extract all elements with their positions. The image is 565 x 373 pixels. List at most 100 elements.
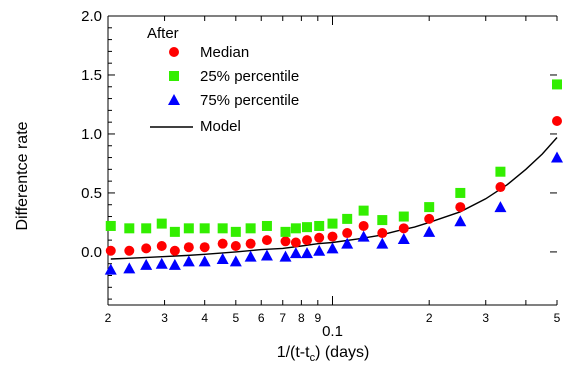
p25-point [495, 166, 506, 177]
data-markers [104, 79, 563, 275]
p75-point [104, 263, 117, 275]
p75-point [313, 244, 326, 256]
p75-point [289, 247, 302, 259]
p25-point [302, 222, 313, 233]
median-point [105, 245, 116, 256]
p25-point [552, 79, 562, 90]
p75-point [376, 237, 389, 249]
median-point [358, 220, 369, 231]
legend-swatch-circle [169, 47, 179, 57]
median-point [552, 115, 562, 126]
y-axis: 0.0 0.5 1.0 1.5 2.0 [81, 8, 557, 300]
p25-point [398, 211, 409, 222]
p75-point [260, 249, 273, 261]
p25-point [199, 223, 210, 234]
p75-point [198, 255, 211, 267]
p25-point [290, 223, 301, 234]
median-point [183, 242, 194, 253]
median-point [398, 223, 409, 234]
p25-point [314, 220, 325, 231]
p75-point [140, 258, 153, 270]
median-point [302, 235, 313, 246]
p75-point [423, 225, 436, 237]
median-point [245, 238, 256, 249]
legend-swatch-triangle [168, 94, 180, 105]
p75-point [155, 257, 168, 269]
median-point [424, 213, 435, 224]
p75-point [168, 258, 181, 270]
p25-point [124, 223, 135, 234]
p25-point [358, 205, 369, 216]
x-minor-tick-label: 6 [258, 311, 265, 325]
p75-point [216, 252, 229, 264]
p75-point [397, 232, 410, 244]
median-point [141, 243, 152, 254]
p75-point [301, 247, 314, 259]
median-point [314, 232, 325, 243]
p25-point [156, 218, 167, 229]
x-minor-tick-label: 7 [279, 311, 286, 325]
model-curve [110, 137, 558, 260]
p25-point [245, 223, 256, 234]
x-minor-tick-label: 2 [426, 311, 433, 325]
y-tick-label: 1.0 [81, 126, 102, 143]
median-point [230, 241, 241, 252]
p75-point [229, 255, 242, 267]
x-axis-title-subscript: c [310, 352, 316, 364]
p25-point [280, 226, 291, 237]
legend-swatch-square [169, 71, 179, 81]
median-point [261, 235, 272, 246]
p25-point [455, 187, 466, 198]
legend-label: 25% percentile [200, 68, 299, 85]
median-point [495, 182, 506, 193]
median-point [124, 245, 135, 256]
p25-point [377, 215, 388, 226]
model-curve-layer [110, 137, 558, 260]
p25-point [342, 213, 353, 224]
legend-label: Median [200, 44, 249, 61]
x-minor-tick-label: 3 [161, 311, 168, 325]
p25-point [183, 223, 194, 234]
p75-point [123, 262, 136, 274]
p75-point [551, 151, 563, 163]
x-axis-title: 1/(t-tc) (days) [277, 344, 370, 364]
legend: After Median 25% percentile 75% percentile M… [147, 25, 299, 135]
y-tick-label: 0.0 [81, 244, 102, 261]
median-point [199, 242, 210, 253]
x-axis-title-units: ) (days) [315, 344, 369, 361]
p75-point [341, 237, 354, 249]
legend-label: 75% percentile [200, 92, 299, 109]
p25-point [105, 220, 116, 231]
p75-point [454, 215, 467, 227]
median-point [377, 228, 388, 239]
p75-point [244, 250, 257, 262]
legend-title: After [147, 25, 179, 42]
p75-point [279, 250, 292, 262]
x-minor-tick-label: 5 [232, 311, 239, 325]
p25-point [327, 218, 338, 229]
p75-point [357, 230, 370, 242]
x-minor-tick-label: 5 [554, 311, 561, 325]
legend-label: Model [200, 118, 241, 135]
y-tick-label: 2.0 [81, 8, 102, 25]
y-tick-label: 1.5 [81, 67, 102, 84]
x-axis: 2 3 4 5 6 7 8 9 2 3 5 0.1 [105, 16, 561, 340]
median-point [169, 245, 180, 256]
p25-point [141, 223, 152, 234]
median-point [156, 241, 167, 252]
x-minor-tick-label: 9 [314, 311, 321, 325]
y-axis-title: Differentce rate [14, 121, 31, 230]
x-minor-tick-label: 3 [482, 311, 489, 325]
median-point [327, 231, 338, 242]
p25-point [230, 226, 241, 237]
p25-point [217, 223, 228, 234]
p75-point [326, 242, 339, 254]
y-tick-label: 0.5 [81, 185, 102, 202]
p75-point [494, 201, 507, 213]
p25-point [261, 220, 272, 231]
x-minor-tick-label: 2 [105, 311, 112, 325]
median-point [217, 238, 228, 249]
p25-point [424, 202, 435, 213]
x-major-tick-label: 0.1 [322, 323, 343, 340]
